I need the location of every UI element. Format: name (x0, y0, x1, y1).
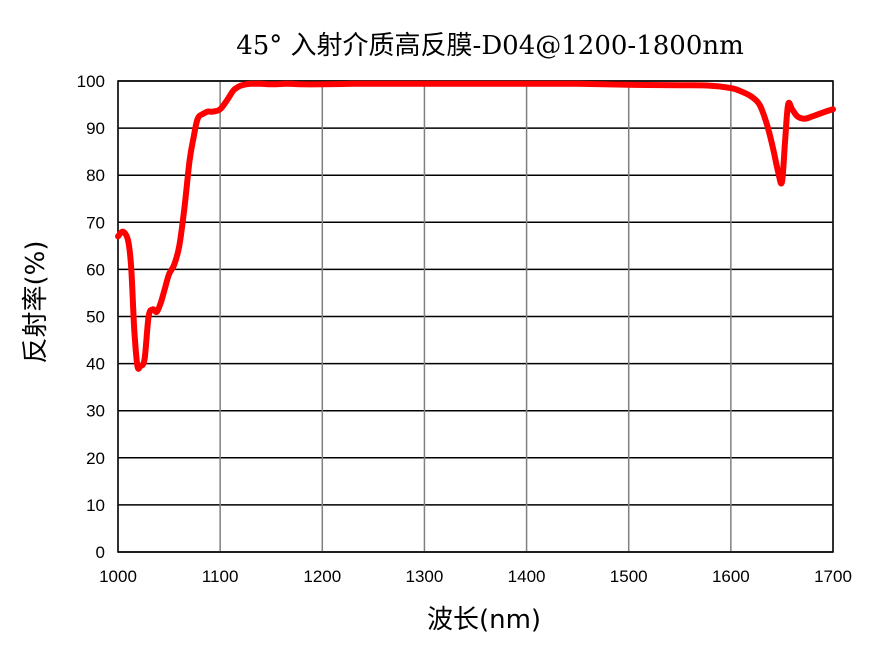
y-tick-label: 60 (86, 260, 105, 279)
x-tick-label: 1700 (814, 567, 852, 586)
y-tick-label: 10 (86, 496, 105, 515)
x-tick-label: 1500 (610, 567, 648, 586)
y-tick-label: 40 (86, 355, 105, 374)
y-tick-label: 0 (96, 543, 105, 562)
y-axis-label: 反射率(%) (21, 241, 51, 364)
y-tick-label: 70 (86, 213, 105, 232)
x-tick-label: 1100 (202, 567, 239, 586)
chart-title: 45° 入射介质高反膜-D04@1200-1800nm (236, 31, 744, 61)
x-tick-label: 1400 (508, 567, 546, 586)
y-tick-label: 90 (86, 119, 105, 138)
y-tick-label: 20 (86, 449, 105, 468)
y-tick-label: 50 (86, 308, 105, 327)
x-axis-label: 波长(nm) (427, 605, 541, 635)
y-tick-label: 100 (77, 72, 105, 91)
x-tick-label: 1000 (99, 567, 137, 586)
grid-lines (117, 80, 834, 553)
x-tick-label: 1200 (303, 567, 341, 586)
reflectance-curve (115, 80, 836, 372)
x-tick-label: 1600 (712, 567, 750, 586)
x-tick-label: 1300 (406, 567, 444, 586)
x-tick-labels: 1000 1100 1200 1300 1400 1500 1600 1700 (99, 567, 852, 586)
y-tick-labels: 0 10 20 30 40 50 60 70 80 90 100 (77, 72, 105, 562)
y-tick-label: 30 (86, 402, 105, 421)
y-tick-label: 80 (86, 166, 105, 185)
